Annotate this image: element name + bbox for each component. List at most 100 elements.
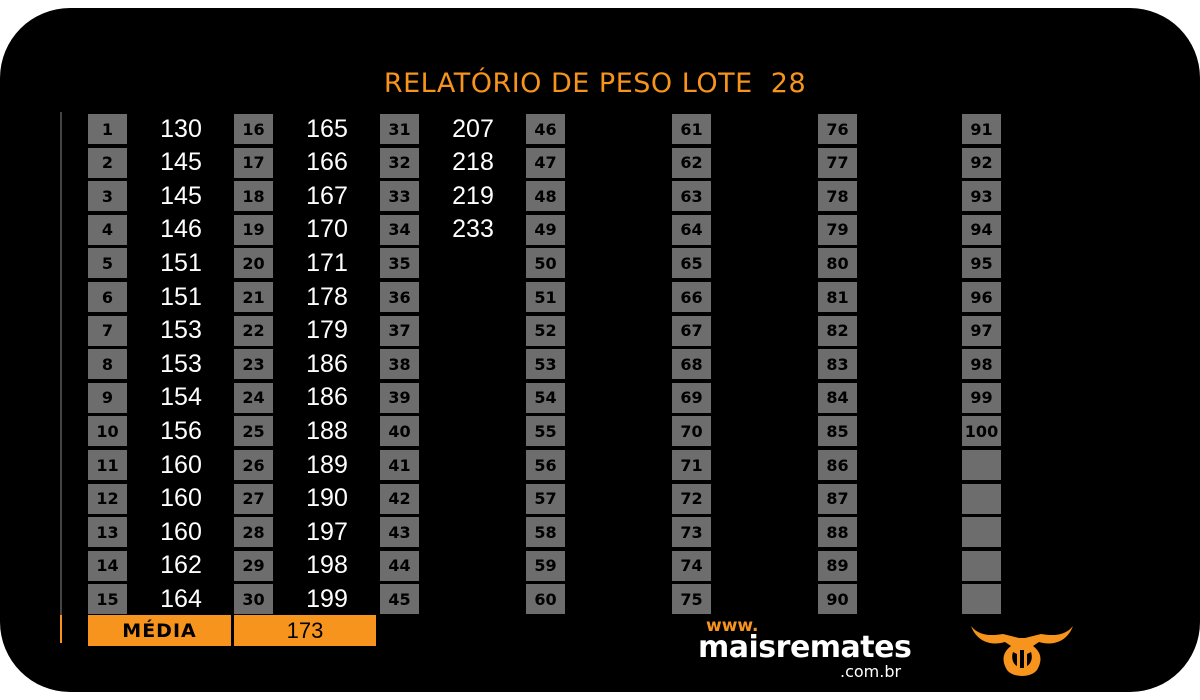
slot-number: 34 xyxy=(380,214,419,245)
weight-value: 160 xyxy=(160,517,202,546)
slot-number: 29 xyxy=(234,550,273,581)
blank-slot xyxy=(962,483,1001,514)
slot-number: 44 xyxy=(380,550,419,581)
slot-number: 22 xyxy=(234,315,273,346)
slot-number: 51 xyxy=(526,282,565,312)
slot-number: 60 xyxy=(526,584,565,615)
slot-number: 98 xyxy=(962,349,1001,380)
slot-number: 10 xyxy=(88,416,127,447)
slot-number: 41 xyxy=(380,450,419,480)
slot-number: 24 xyxy=(234,382,273,413)
weight-value: 156 xyxy=(160,416,202,445)
slot-number: 59 xyxy=(526,550,565,581)
slot-number: 90 xyxy=(818,584,857,615)
left-rule-accent xyxy=(60,615,62,643)
weight-value: 160 xyxy=(160,484,202,513)
slot-number: 75 xyxy=(672,584,711,615)
slot-number: 43 xyxy=(380,517,419,548)
slot-number: 92 xyxy=(962,147,1001,178)
weight-value: 171 xyxy=(306,248,348,277)
slot-number: 100 xyxy=(962,416,1001,447)
slot-number: 86 xyxy=(818,450,857,480)
blank-slot xyxy=(962,550,1001,581)
slot-number: 74 xyxy=(672,550,711,581)
slot-number: 33 xyxy=(380,181,419,212)
weight-value: 186 xyxy=(306,383,348,412)
blank-slot xyxy=(962,517,1001,548)
slot-number: 18 xyxy=(234,181,273,212)
slot-number: 9 xyxy=(88,382,127,413)
weight-value: 146 xyxy=(160,215,202,244)
weight-value: 178 xyxy=(306,282,348,311)
slot-number: 27 xyxy=(234,483,273,514)
slot-number: 32 xyxy=(380,147,419,178)
slot-number: 36 xyxy=(380,282,419,312)
slot-number: 96 xyxy=(962,282,1001,312)
weight-value: 145 xyxy=(160,181,202,210)
weight-value: 145 xyxy=(160,148,202,177)
slot-number: 55 xyxy=(526,416,565,447)
slot-number: 47 xyxy=(526,147,565,178)
slot-number: 82 xyxy=(818,315,857,346)
slot-number: 88 xyxy=(818,517,857,548)
slot-number: 68 xyxy=(672,349,711,380)
slot-number: 69 xyxy=(672,382,711,413)
weight-value: 218 xyxy=(452,148,494,177)
slot-number: 57 xyxy=(526,483,565,514)
slot-number: 30 xyxy=(234,584,273,615)
slot-number: 58 xyxy=(526,517,565,548)
slot-number: 42 xyxy=(380,483,419,514)
weight-value: 207 xyxy=(452,114,494,143)
slot-number: 4 xyxy=(88,214,127,245)
slot-number: 15 xyxy=(88,584,127,615)
weight-value: 170 xyxy=(306,215,348,244)
slot-number: 84 xyxy=(818,382,857,413)
slot-number: 17 xyxy=(234,147,273,178)
weight-value: 151 xyxy=(160,282,202,311)
slot-number: 37 xyxy=(380,315,419,346)
brand-name: maisremates xyxy=(698,630,912,665)
slot-number: 63 xyxy=(672,181,711,212)
slot-number: 91 xyxy=(962,114,1001,144)
slot-number: 20 xyxy=(234,248,273,279)
slot-number: 65 xyxy=(672,248,711,279)
slot-number: 14 xyxy=(88,550,127,581)
weight-value: 130 xyxy=(160,114,202,143)
slot-number: 81 xyxy=(818,282,857,312)
slot-number: 19 xyxy=(234,214,273,245)
weight-value: 151 xyxy=(160,248,202,277)
weight-value: 166 xyxy=(306,148,348,177)
slot-number: 8 xyxy=(88,349,127,380)
slot-number: 49 xyxy=(526,214,565,245)
weight-value: 179 xyxy=(306,316,348,345)
weight-value: 190 xyxy=(306,484,348,513)
weight-value: 153 xyxy=(160,316,202,345)
slot-number: 45 xyxy=(380,584,419,615)
slot-number: 28 xyxy=(234,517,273,548)
slot-number: 66 xyxy=(672,282,711,312)
slot-number: 72 xyxy=(672,483,711,514)
brand-www: www. xyxy=(706,616,759,636)
slot-number: 99 xyxy=(962,382,1001,413)
slot-number: 83 xyxy=(818,349,857,380)
slot-number: 35 xyxy=(380,248,419,279)
weight-value: 164 xyxy=(160,584,202,613)
slot-number: 93 xyxy=(962,181,1001,212)
weight-value: 198 xyxy=(306,551,348,580)
slot-number: 6 xyxy=(88,282,127,312)
slot-number: 87 xyxy=(818,483,857,514)
blank-slot xyxy=(962,450,1001,480)
weight-value: 233 xyxy=(452,215,494,244)
slot-number: 31 xyxy=(380,114,419,144)
slot-number: 23 xyxy=(234,349,273,380)
slot-number: 76 xyxy=(818,114,857,144)
brand-domain: .com.br xyxy=(840,662,902,681)
weight-value: 188 xyxy=(306,416,348,445)
slot-number: 52 xyxy=(526,315,565,346)
slot-number: 26 xyxy=(234,450,273,480)
slot-number: 50 xyxy=(526,248,565,279)
weight-value: 165 xyxy=(306,114,348,143)
slot-number: 85 xyxy=(818,416,857,447)
slot-number: 71 xyxy=(672,450,711,480)
slot-number: 94 xyxy=(962,214,1001,245)
